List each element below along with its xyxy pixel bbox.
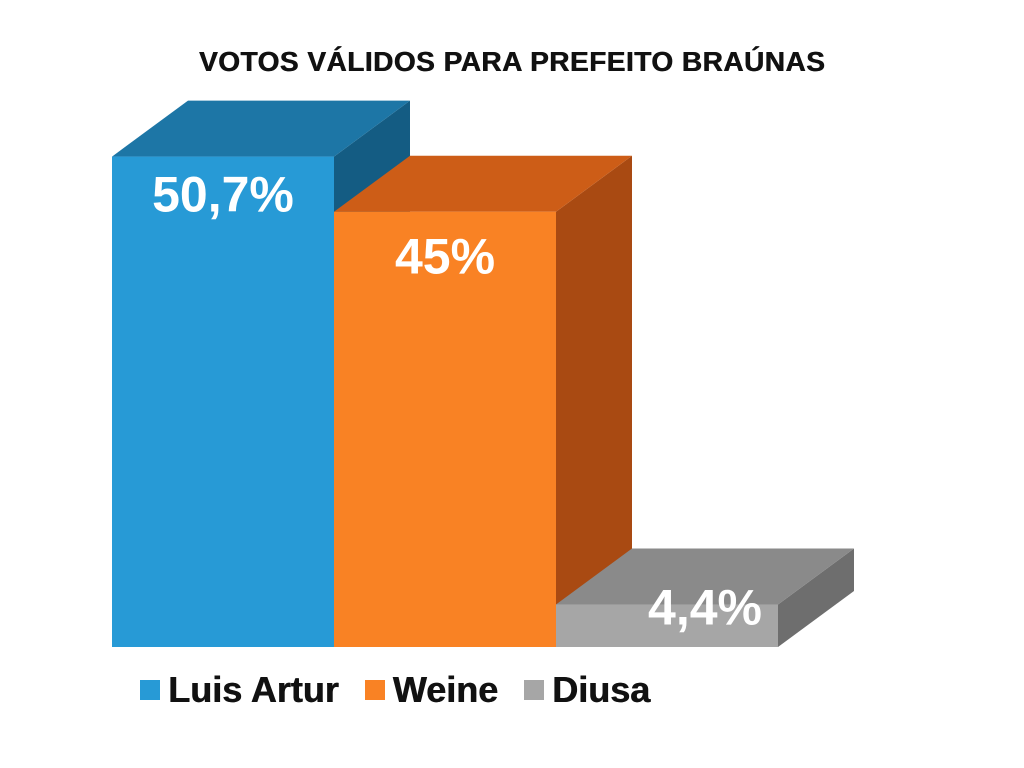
bar-top-weine [334,155,632,212]
bar-weine [334,155,632,647]
chart-title: VOTOS VÁLIDOS PARA PREFEITO BRAÚNAS [198,46,826,77]
bar-diusa [556,548,854,647]
bar-side-diusa [778,548,854,647]
bar-top-luis-artur [112,100,410,157]
legend-swatch-diusa [524,680,545,700]
legend-item-luis-artur: Luis Artur [140,669,339,711]
legend-item-weine: Weine [364,669,499,711]
legend-swatch-weine [364,680,385,700]
bar-top-diusa [556,548,854,605]
legend-label-luis-artur: Luis Artur [168,669,339,710]
bar-front-luis-artur [112,156,334,647]
legend-label-weine: Weine [392,669,499,710]
bar-side-weine [556,155,632,647]
bar-value-label-weine: 45% [395,229,495,285]
bar-value-label-diusa: 4,4% [648,579,762,635]
legend-item-diusa: Diusa [524,669,650,711]
legend-swatch-luis-artur [140,680,160,700]
chart-legend: Luis Artur Weine Diusa [140,668,676,712]
bar-value-label-luis-artur: 50,7% [152,167,294,223]
bar-front-weine [334,211,556,647]
legend-label-diusa: Diusa [552,669,651,710]
bar-front-diusa [556,604,778,647]
